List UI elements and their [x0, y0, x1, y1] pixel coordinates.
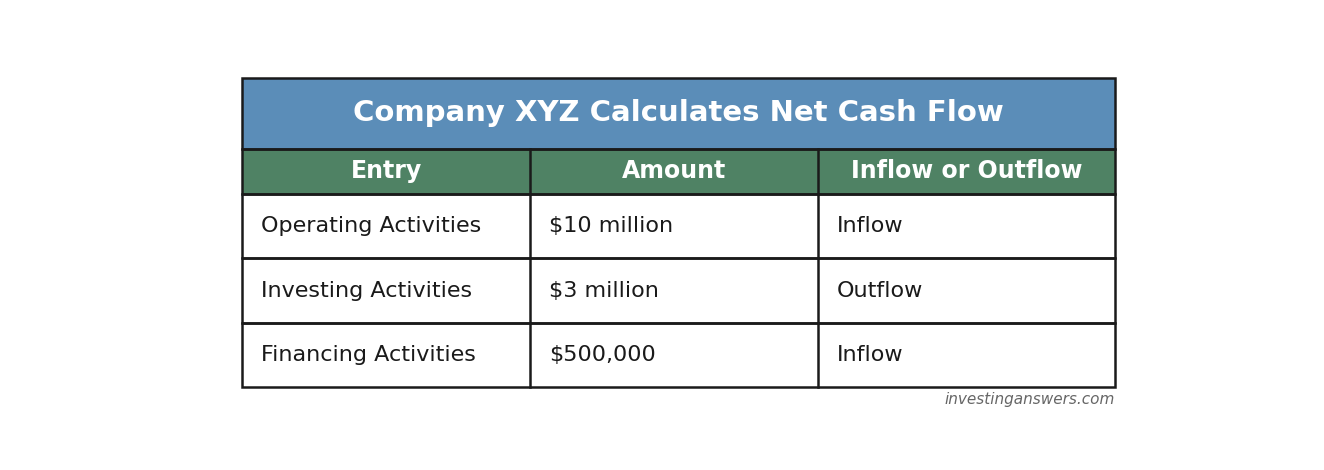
Bar	[242, 323, 1115, 387]
Text: Outflow: Outflow	[837, 281, 923, 300]
Text: Financing Activities: Financing Activities	[261, 345, 475, 365]
Text: Inflow or Outflow: Inflow or Outflow	[850, 159, 1082, 183]
Bar	[242, 78, 1115, 149]
Text: Operating Activities: Operating Activities	[261, 216, 481, 236]
Text: $3 million: $3 million	[548, 281, 658, 300]
Bar	[242, 194, 1115, 258]
Text: Entry: Entry	[351, 159, 422, 183]
Text: investinganswers.com: investinganswers.com	[944, 392, 1115, 407]
Bar	[242, 258, 1115, 323]
Text: Inflow: Inflow	[837, 345, 903, 365]
Bar	[242, 78, 1115, 149]
Text: Investing Activities: Investing Activities	[261, 281, 473, 300]
Bar	[242, 149, 1115, 194]
Bar	[242, 258, 1115, 323]
Text: $500,000: $500,000	[548, 345, 655, 365]
Text: Inflow: Inflow	[837, 216, 903, 236]
Bar	[242, 194, 1115, 258]
Text: Company XYZ Calculates Net Cash Flow: Company XYZ Calculates Net Cash Flow	[354, 99, 1004, 127]
Text: $10 million: $10 million	[548, 216, 673, 236]
Bar	[242, 323, 1115, 387]
Text: Amount: Amount	[622, 159, 727, 183]
Bar	[242, 149, 1115, 194]
